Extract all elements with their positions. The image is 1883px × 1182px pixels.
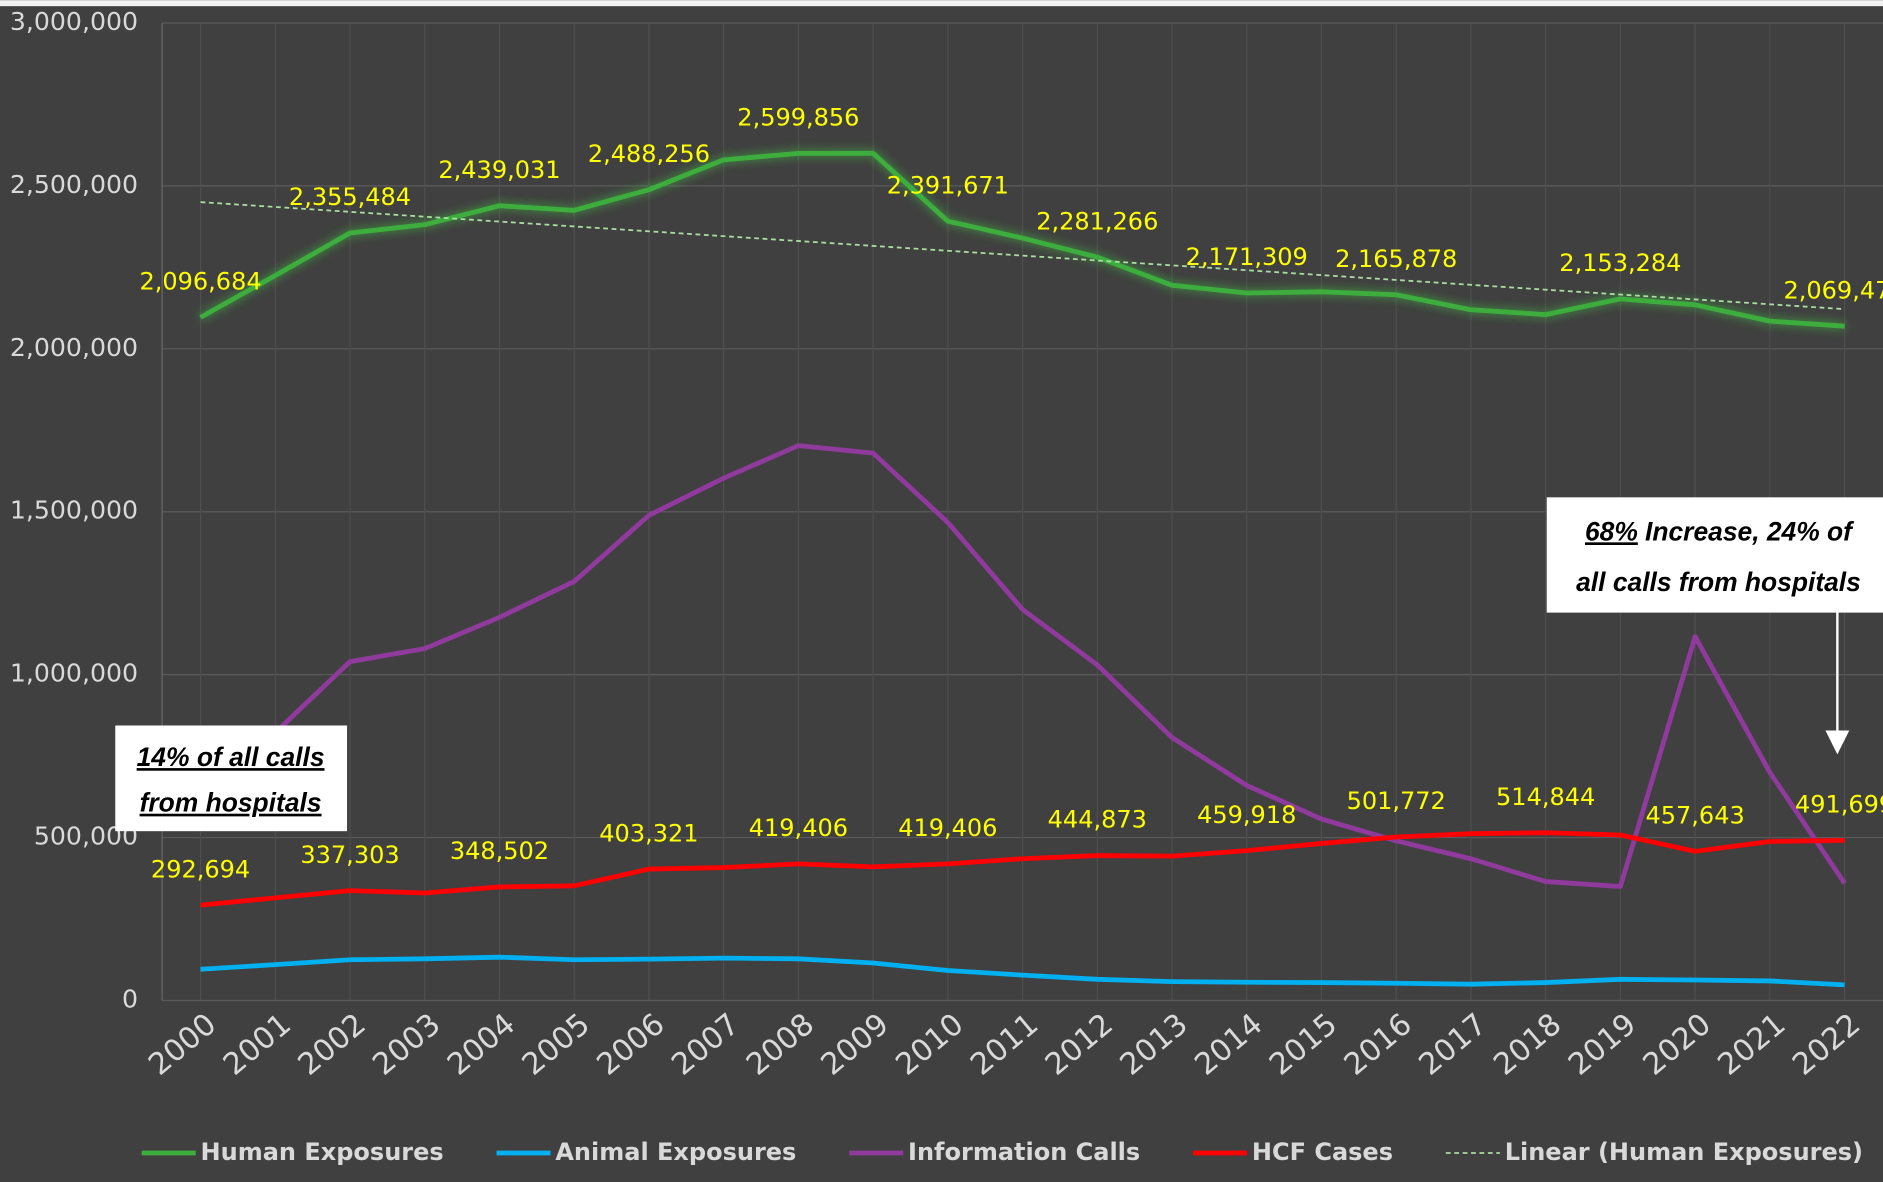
legend-label: HCF Cases — [1252, 1138, 1393, 1166]
data-label: 2,165,878 — [1335, 245, 1457, 273]
data-label: 419,406 — [749, 814, 848, 842]
legend-label: Animal Exposures — [555, 1138, 796, 1166]
legend-label: Information Calls — [908, 1138, 1140, 1166]
data-label: 2,355,484 — [289, 183, 411, 211]
y-tick-label: 0 — [122, 985, 138, 1014]
annotation-text: all calls from hospitals — [1576, 567, 1861, 597]
y-tick-label: 2,000,000 — [10, 333, 138, 362]
data-label: 419,406 — [898, 814, 997, 842]
annotation-box — [1546, 497, 1883, 613]
data-label: 337,303 — [300, 841, 399, 869]
top-strip — [0, 0, 1883, 7]
data-label: 2,153,284 — [1559, 249, 1681, 277]
data-label: 403,321 — [599, 819, 698, 847]
annotation-text: from hospitals — [140, 788, 322, 818]
data-label: 2,599,856 — [737, 104, 859, 132]
data-label: 514,844 — [1496, 783, 1595, 811]
y-tick-label: 2,500,000 — [10, 170, 138, 199]
y-tick-label: 1,500,000 — [10, 496, 138, 525]
data-label: 457,643 — [1645, 802, 1744, 830]
series-line — [199, 443, 1847, 889]
data-label: 459,918 — [1197, 801, 1296, 829]
data-label: 348,502 — [450, 837, 549, 865]
data-label: 2,281,266 — [1036, 207, 1158, 235]
data-label: 2,391,671 — [887, 171, 1009, 199]
annotation-text: Increase, 24% of — [1645, 516, 1854, 546]
data-label: 2,096,684 — [139, 267, 261, 295]
data-label: 2,439,031 — [438, 156, 560, 184]
data-label: 2,171,309 — [1186, 243, 1308, 271]
data-label: 2,069,478 — [1783, 276, 1883, 304]
annotation-highlight: 68% — [1585, 516, 1638, 546]
series-line — [200, 830, 1845, 908]
data-label: 444,873 — [1048, 806, 1147, 834]
series-line — [199, 150, 1845, 329]
data-label: 491,699 — [1795, 790, 1883, 818]
series-line — [200, 954, 1845, 988]
data-label: 2,488,256 — [588, 140, 710, 168]
annotation-text: 68% Increase, 24% of — [1585, 516, 1854, 546]
data-label: 501,772 — [1347, 787, 1446, 815]
legend-label: Linear (Human Exposures) — [1505, 1138, 1863, 1166]
annotation-box — [115, 725, 348, 832]
data-label: 292,694 — [151, 855, 250, 883]
legend-label: Human Exposures — [201, 1138, 444, 1166]
annotation-text: 14% of all calls — [137, 742, 325, 772]
y-tick-label: 1,000,000 — [10, 659, 138, 688]
trendline — [200, 201, 1845, 311]
y-tick-label: 3,000,000 — [10, 7, 138, 36]
